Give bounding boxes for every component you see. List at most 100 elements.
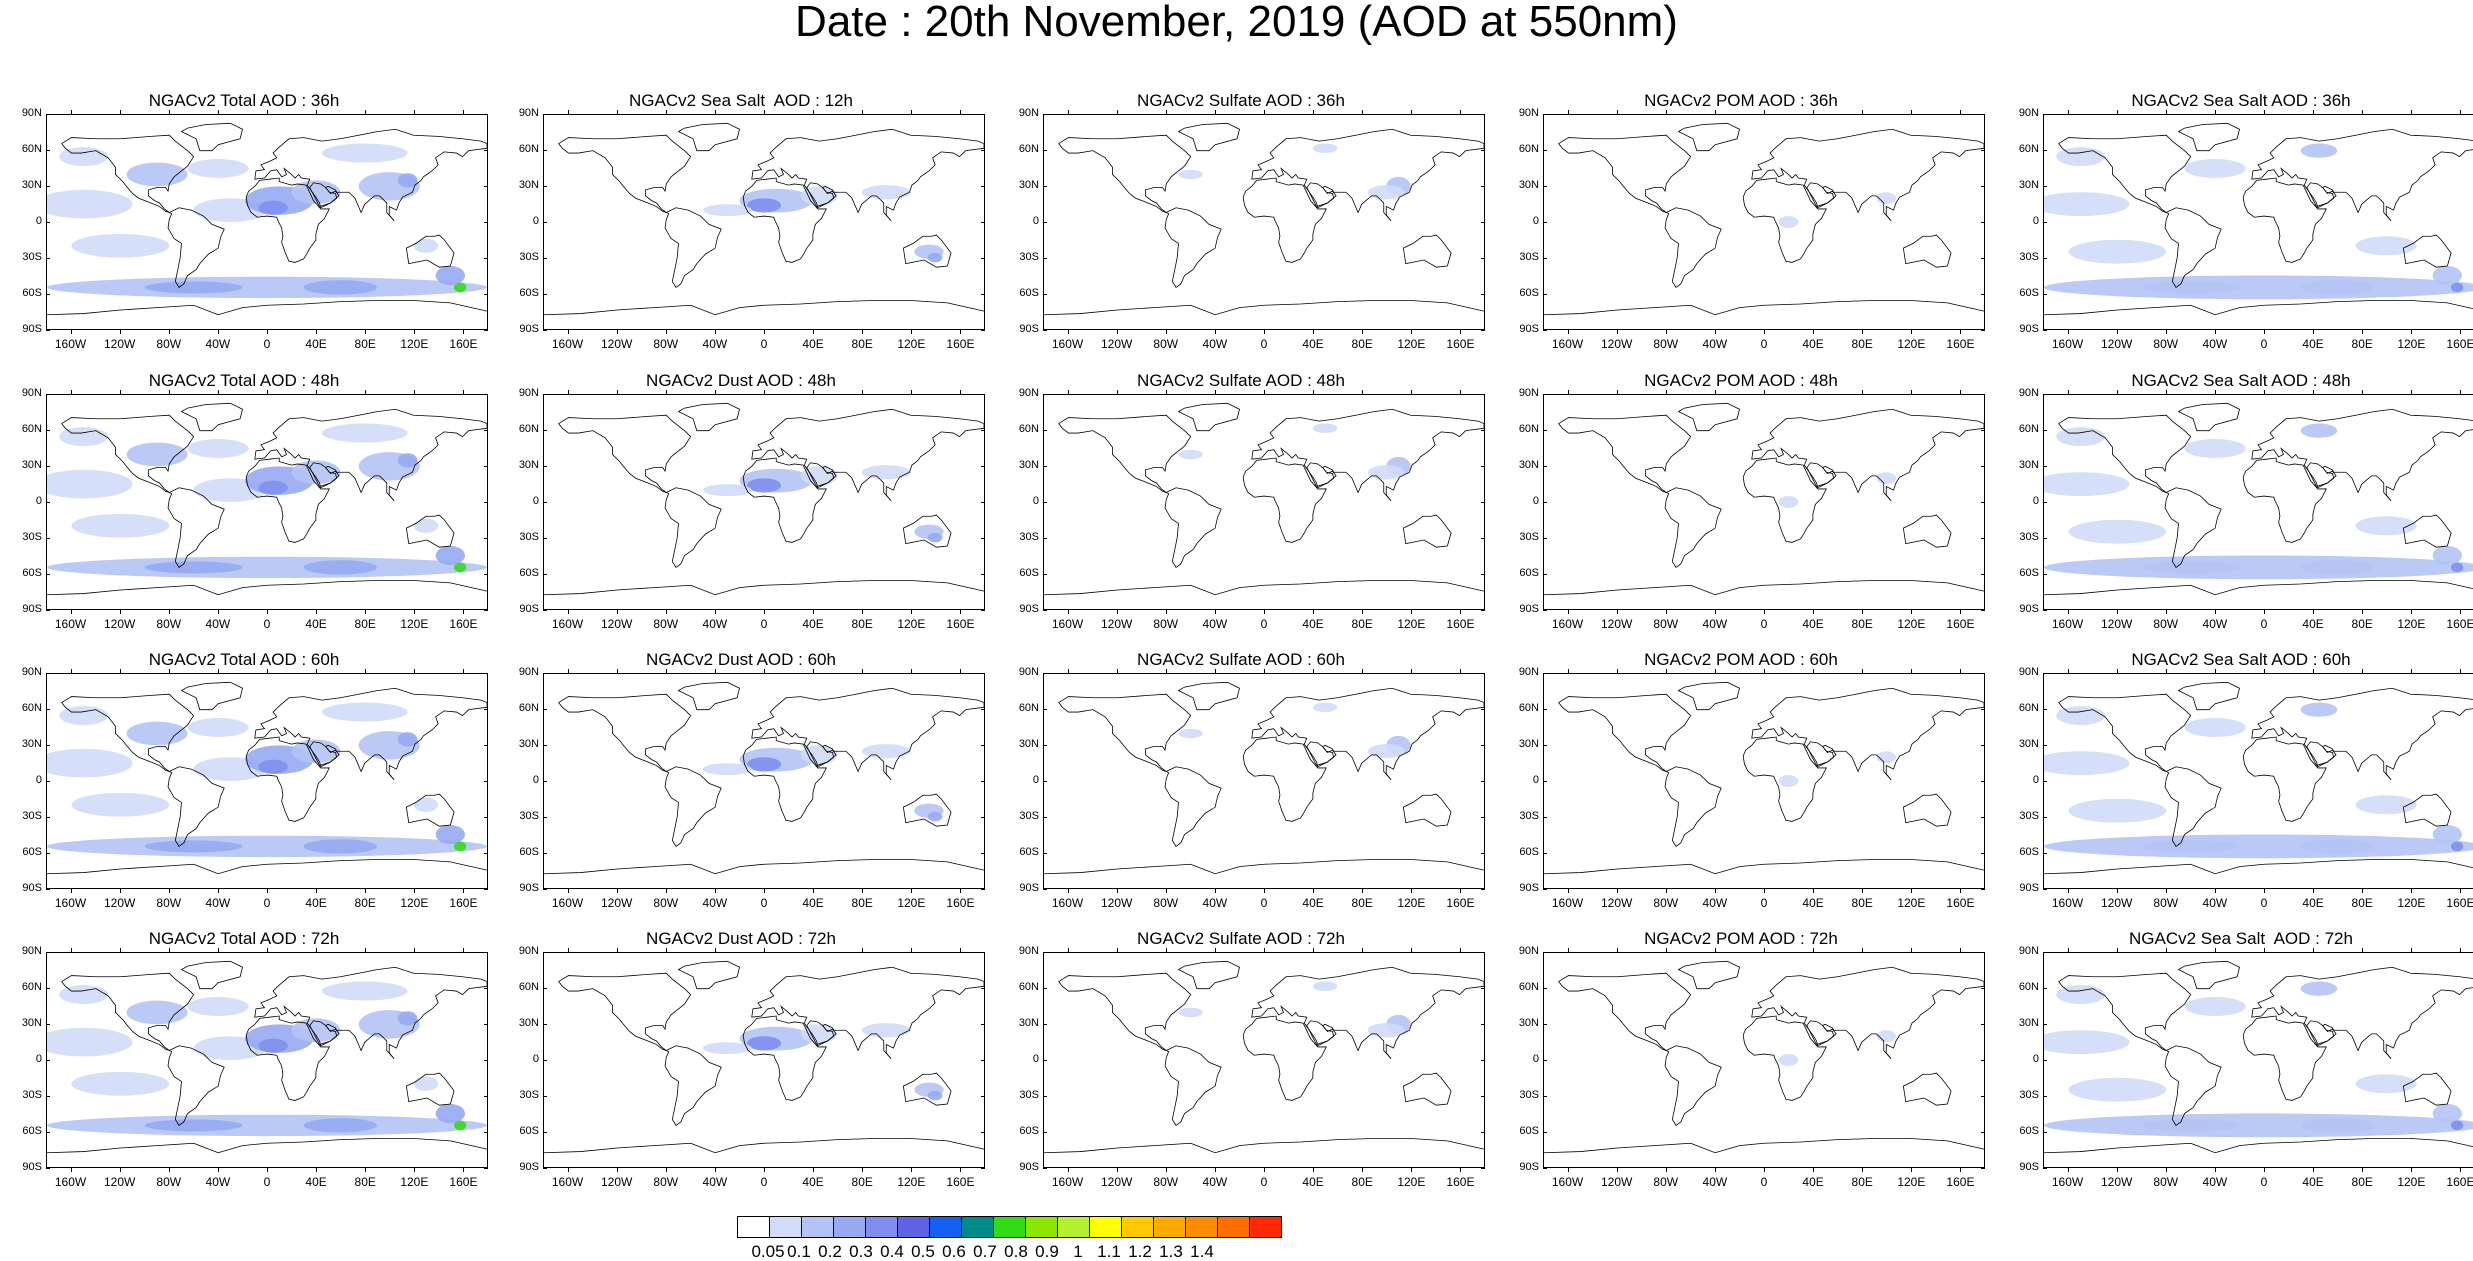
lon-tick	[714, 110, 716, 114]
lat-tick	[484, 709, 488, 710]
lon-tick	[1960, 330, 1962, 334]
lon-tick	[70, 110, 72, 114]
lat-tick	[543, 186, 547, 187]
map-frame	[1543, 114, 1985, 330]
lat-label: 30N	[518, 1017, 539, 1029]
coastline	[1742, 457, 1827, 543]
lat-tick	[1981, 1096, 1985, 1097]
lon-label: 40E	[305, 896, 327, 910]
coastline	[254, 687, 487, 781]
lat-tick	[1981, 781, 1985, 782]
coastline	[1306, 462, 1335, 488]
lat-tick	[543, 114, 547, 115]
lat-tick	[1543, 709, 1547, 710]
lat-label: 60S	[2019, 846, 2039, 858]
lon-label: 0	[263, 1175, 271, 1189]
lon-tick	[70, 610, 72, 614]
lat-label: 60S	[519, 287, 539, 299]
lat-tick	[46, 222, 50, 223]
lon-tick	[2264, 330, 2265, 334]
lat-tick	[46, 1024, 50, 1025]
lon-tick	[316, 330, 318, 334]
lon-tick	[316, 669, 318, 673]
lon-tick	[2214, 1168, 2216, 1172]
lat-tick	[543, 294, 547, 295]
lon-label: 40W	[1702, 337, 1728, 351]
lon-tick	[567, 948, 569, 952]
coastline	[1177, 122, 1240, 152]
lat-label: 60N	[1518, 423, 1539, 435]
lat-tick	[1981, 222, 1985, 223]
lat-tick	[543, 574, 547, 575]
lon-tick	[1567, 390, 1569, 394]
lat-label: 60S	[1519, 567, 1539, 579]
lon-label: 120W	[1100, 896, 1133, 910]
lat-label: 0	[1532, 1053, 1539, 1065]
lon-tick	[764, 390, 765, 394]
aod-shading	[59, 427, 109, 447]
aod-shading	[2300, 143, 2338, 158]
coastline	[751, 128, 984, 222]
lon-label: 80E	[354, 617, 376, 631]
lat-tick	[543, 394, 547, 395]
map-frame	[543, 394, 985, 610]
lat-tick	[1981, 817, 1985, 818]
lon-tick	[217, 1168, 219, 1172]
colorbar-swatch	[801, 1216, 834, 1238]
lat-tick	[1981, 610, 1985, 611]
lon-tick	[414, 948, 416, 952]
aod-shading	[2056, 706, 2106, 726]
lat-label: 30N	[1518, 179, 1539, 191]
lat-tick	[46, 574, 50, 575]
lat-label: 60S	[2019, 287, 2039, 299]
lat-label: 90N	[21, 107, 42, 119]
map-frame	[1043, 114, 1485, 330]
lat-label: 0	[1532, 774, 1539, 786]
lon-tick	[1362, 669, 1364, 673]
lat-tick	[1043, 466, 1047, 467]
lat-label: 0	[35, 1053, 42, 1065]
lon-tick	[1911, 948, 1913, 952]
lon-tick	[2362, 948, 2364, 952]
panel-title: NGACv2 POM AOD : 48h	[1644, 371, 1838, 390]
lat-label: 90N	[518, 387, 539, 399]
lat-tick	[543, 538, 547, 539]
lon-tick	[1567, 1168, 1569, 1172]
lon-tick	[1665, 610, 1667, 614]
lon-label: 160W	[1551, 1175, 1584, 1189]
aod-shading	[1178, 169, 1203, 180]
aod-shading	[2451, 562, 2464, 573]
coastline	[1402, 793, 1452, 827]
lon-label: 160E	[1446, 337, 1475, 351]
lat-tick	[1481, 1024, 1485, 1025]
lat-label: 60N	[518, 423, 539, 435]
lon-tick	[1911, 889, 1913, 893]
lon-tick	[1665, 110, 1667, 114]
lat-label: 60N	[1518, 702, 1539, 714]
lat-tick	[981, 150, 985, 151]
panel-title: NGACv2 Sea Salt AOD : 36h	[2131, 91, 2351, 110]
aod-shading	[413, 1076, 439, 1091]
lat-label: 30S	[2019, 810, 2039, 822]
aod-shading	[322, 702, 408, 722]
lat-tick	[484, 430, 488, 431]
lon-tick	[1813, 669, 1815, 673]
lat-label: 90S	[22, 323, 42, 335]
lon-label: 40W	[702, 617, 728, 631]
lat-label: 60N	[21, 702, 42, 714]
lon-label: 80W	[156, 896, 182, 910]
aod-shading	[2184, 996, 2246, 1017]
lat-tick	[1543, 817, 1547, 818]
coastline	[742, 736, 827, 822]
lon-tick	[1165, 330, 1167, 334]
aod-shading	[927, 532, 943, 543]
lat-label: 90N	[1018, 666, 1039, 678]
lon-tick	[2264, 610, 2265, 614]
lat-tick	[1481, 817, 1485, 818]
lat-tick	[1043, 330, 1047, 331]
lon-tick	[1460, 889, 1462, 893]
lat-tick	[981, 709, 985, 710]
lon-tick	[813, 610, 815, 614]
coastline	[2177, 681, 2240, 711]
coastline	[2251, 687, 2473, 781]
